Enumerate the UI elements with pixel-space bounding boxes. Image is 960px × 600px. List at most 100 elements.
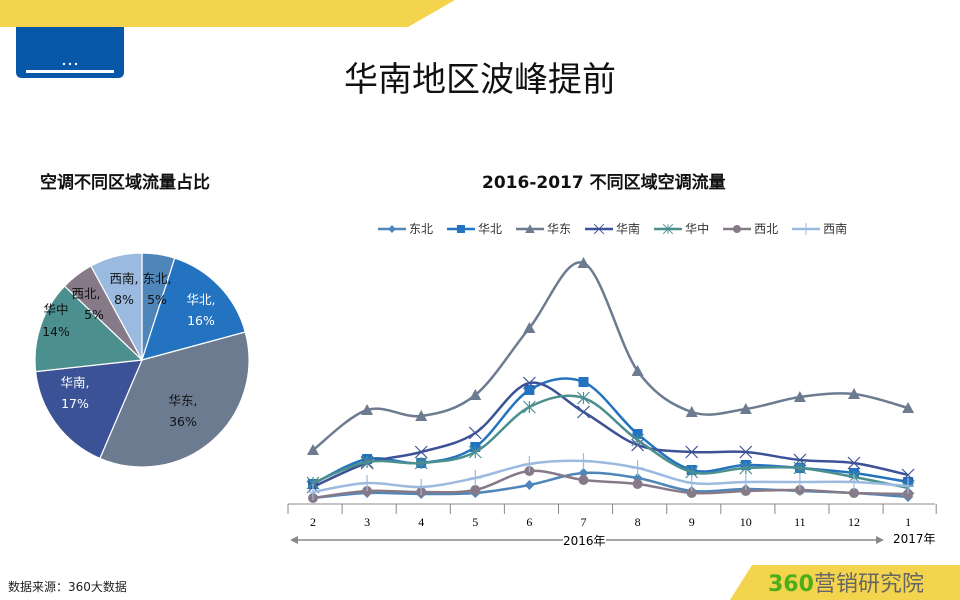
year-label: 2017年: [893, 532, 936, 546]
line-chart-title: 2016-2017 不同区域空调流量: [482, 173, 726, 193]
data-point: [902, 478, 915, 494]
x-tick-label: 6: [526, 515, 533, 529]
x-tick-label: 1: [905, 515, 912, 529]
series-line: [312, 381, 909, 489]
pie-label-pct: 5%: [84, 307, 104, 322]
data-point: [307, 484, 319, 500]
data-point: [632, 479, 643, 489]
data-point: [685, 406, 698, 417]
pie-label-name: 华北,: [186, 292, 216, 307]
pie-label-name: 华中: [43, 302, 69, 317]
pie-label-西南: 西南, 8%: [102, 268, 146, 310]
data-point: [577, 405, 590, 419]
data-point: [793, 391, 806, 402]
x-tick-label: 7: [580, 515, 587, 529]
data-point: [470, 485, 481, 495]
legend-item-东北: 东北: [378, 220, 433, 237]
brand-text: 营销研究院: [813, 572, 924, 597]
data-point: [414, 456, 428, 470]
legend-marker-icon: [447, 224, 476, 233]
data-point: [848, 388, 860, 399]
data-point: [469, 389, 482, 400]
pie-label-pct: 36%: [169, 414, 197, 429]
pie-label-华东: 华东, 36%: [161, 390, 205, 432]
pie-label-name: 华东,: [168, 393, 198, 408]
legend-marker-icon: [792, 222, 821, 235]
pie-chart: [34, 252, 250, 468]
data-point: [468, 445, 482, 459]
legend-marker-icon: [516, 223, 545, 233]
data-point: [739, 474, 752, 490]
air-conditioner-icon: [16, 27, 124, 78]
data-point: [414, 445, 428, 459]
pie-label-华南: 华南, 17%: [53, 372, 97, 414]
data-point: [739, 403, 752, 414]
data-point: [415, 410, 428, 421]
x-tick-label: 9: [688, 515, 695, 529]
data-point: [793, 474, 806, 490]
data-point: [739, 461, 753, 475]
x-tick-label: 12: [848, 515, 860, 529]
series-西南: [307, 453, 915, 500]
data-point: [577, 391, 590, 405]
series-华中: [306, 391, 915, 495]
data-point: [523, 322, 536, 333]
data-point: [577, 453, 590, 469]
x-tick-label: 2: [310, 515, 316, 529]
pie-label-pct: 14%: [42, 324, 70, 339]
legend-marker-icon: [378, 224, 406, 233]
legend-label: 西南: [823, 222, 848, 236]
data-point: [361, 404, 374, 415]
top-banner: [0, 0, 455, 27]
data-source: 数据来源：360大数据: [8, 580, 127, 594]
data-point: [307, 444, 319, 455]
legend-item-华中: 华中: [654, 220, 709, 237]
pie-slice-华北: [141, 257, 247, 361]
legend-label: 华南: [616, 222, 641, 236]
pie-slice-西南: [90, 252, 143, 361]
data-point: [739, 445, 753, 459]
data-point: [578, 377, 589, 387]
series-line: [312, 394, 909, 490]
legend-label: 东北: [409, 222, 434, 236]
x-tick-label: 11: [794, 515, 806, 529]
data-point: [740, 486, 751, 496]
data-point: [901, 468, 915, 482]
legend-item-西南: 西南: [792, 220, 847, 237]
legend-item-华东: 华东: [516, 220, 571, 237]
pie-label-name: 东北,: [142, 271, 172, 286]
x-tick-label: 10: [739, 515, 752, 529]
data-point: [524, 385, 535, 395]
legend-label: 西北: [754, 222, 779, 236]
brand-number: 360: [768, 572, 814, 597]
data-point: [902, 402, 915, 413]
x-tick-label: 8: [634, 515, 641, 529]
pie-label-name: 华南,: [60, 375, 90, 390]
x-tick-label: 3: [364, 515, 371, 529]
data-point: [631, 433, 645, 447]
data-point: [468, 426, 482, 440]
series-华东: [307, 257, 915, 455]
legend-marker-icon: [723, 224, 752, 233]
series-line: [312, 261, 909, 452]
data-point: [578, 468, 589, 478]
data-point: [522, 376, 536, 390]
line-legend: 东北 华北 华东 华南 华中 西北 西南: [378, 220, 847, 237]
legend-marker-icon: [585, 223, 614, 234]
data-point: [793, 461, 807, 475]
arrow-left-icon: [290, 536, 298, 544]
legend-label: 华东: [547, 222, 572, 236]
pie-label-华北: 华北, 16%: [179, 289, 223, 331]
data-point: [522, 400, 536, 414]
legend-label: 华北: [478, 222, 503, 236]
data-point: [848, 474, 860, 490]
pie-label-pct: 17%: [61, 396, 89, 411]
pie-chart-title: 空调不同区域流量占比: [40, 173, 210, 193]
pie-slice-华东: [99, 331, 250, 468]
data-point: [524, 480, 535, 490]
x-tick-label: 5: [472, 515, 479, 529]
data-point: [686, 488, 697, 498]
data-point: [685, 475, 698, 491]
data-point: [360, 455, 374, 469]
